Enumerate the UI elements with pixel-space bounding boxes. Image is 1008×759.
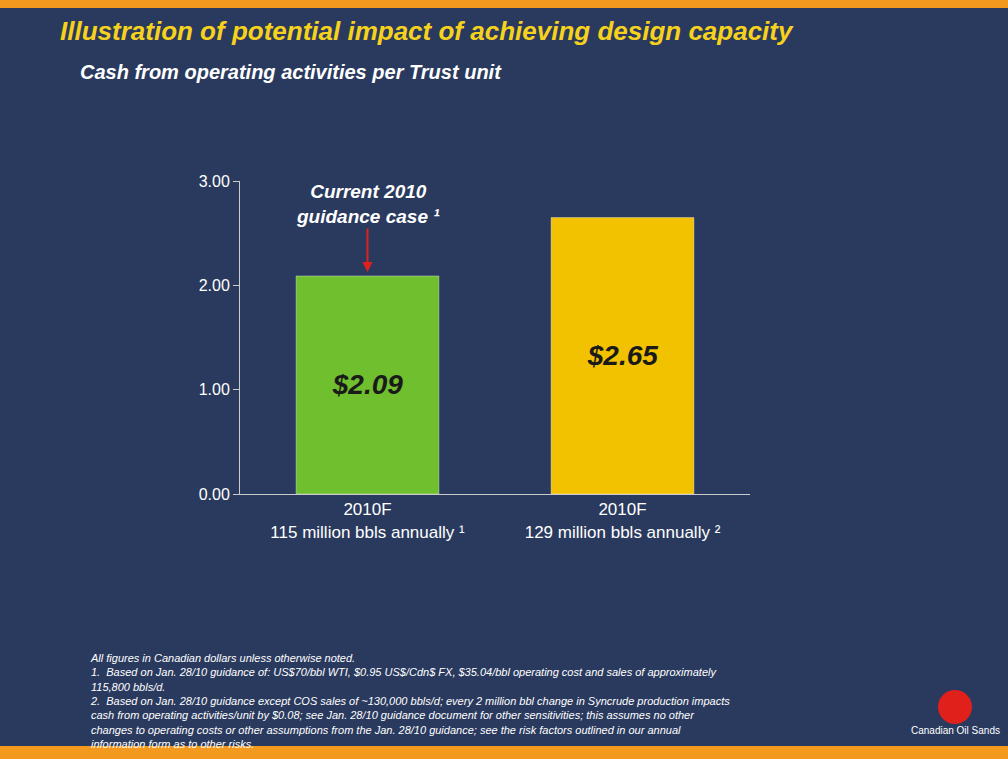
svg-text:$2.09: $2.09 bbox=[332, 369, 403, 400]
svg-text:0.00: 0.00 bbox=[199, 486, 230, 503]
svg-text:All figures in Canadian dollar: All figures in Canadian dollars unless o… bbox=[90, 652, 730, 750]
svg-text:Cash from operating activities: Cash from operating activities per Trust… bbox=[80, 61, 502, 83]
svg-text:2010F115 million bbls annually: 2010F115 million bbls annually ¹ bbox=[270, 500, 465, 541]
svg-text:$2.65: $2.65 bbox=[587, 340, 658, 371]
svg-text:Current 2010guidance case ¹: Current 2010guidance case ¹ bbox=[296, 181, 440, 227]
svg-text:Illustration of potential impa: Illustration of potential impact of achi… bbox=[60, 16, 794, 46]
svg-text:3.00: 3.00 bbox=[199, 173, 230, 190]
svg-text:2010F129 million bbls annually: 2010F129 million bbls annually ² bbox=[525, 500, 721, 541]
svg-text:2.00: 2.00 bbox=[199, 277, 230, 294]
svg-text:1.00: 1.00 bbox=[199, 381, 230, 398]
svg-text:Canadian Oil Sands: Canadian Oil Sands bbox=[911, 725, 1000, 736]
